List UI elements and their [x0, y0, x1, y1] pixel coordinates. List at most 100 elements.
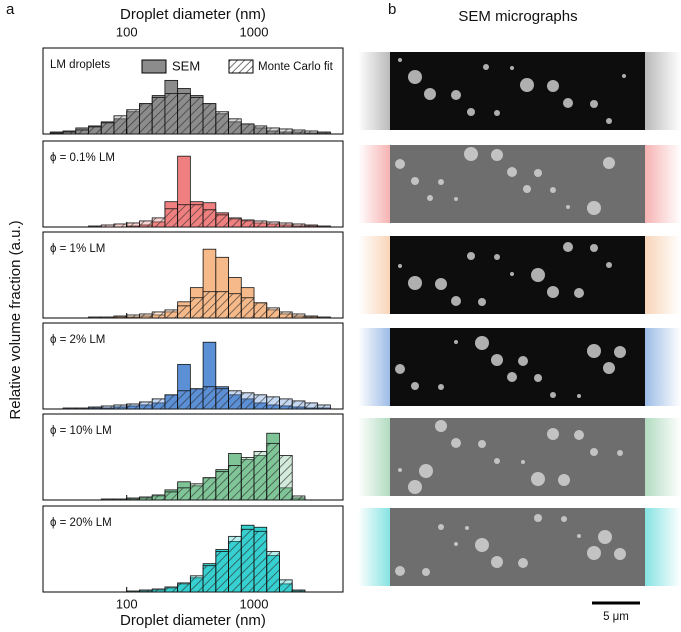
x-tick-label-top: 1000	[240, 24, 269, 39]
fit-bar	[164, 93, 179, 135]
fit-bar	[177, 582, 191, 593]
fit-bar	[164, 309, 179, 319]
panel-label: ϕ = 2% LM	[50, 334, 105, 346]
fit-bar	[139, 220, 153, 228]
fit-bar	[291, 400, 306, 410]
fit-bar	[317, 404, 331, 410]
particle	[518, 558, 528, 568]
fit-bar	[139, 313, 153, 319]
fit-bar	[113, 404, 128, 410]
particle	[603, 157, 615, 169]
fit-bar	[266, 396, 280, 410]
fit-bar	[177, 487, 191, 501]
particle	[483, 64, 489, 70]
fit-bar	[215, 471, 229, 501]
particle	[563, 98, 573, 108]
micrograph	[390, 145, 645, 223]
fit-bar	[253, 302, 268, 319]
particle	[398, 264, 402, 268]
fit-bar	[228, 293, 242, 319]
legend-label: SEM	[172, 58, 200, 73]
fit-bar	[100, 122, 115, 135]
fit-bar	[139, 589, 153, 593]
fit-bar	[228, 118, 242, 135]
particle	[590, 244, 598, 252]
fit-bar	[151, 494, 166, 501]
panel-label: LM droplets	[50, 59, 110, 71]
fit-bar	[100, 498, 115, 501]
image-band	[645, 418, 681, 496]
fit-bar	[100, 224, 115, 228]
fit-bar	[177, 204, 191, 228]
fit-bar	[202, 291, 217, 319]
particle	[454, 340, 458, 344]
fit-bar	[240, 297, 255, 319]
particle	[566, 205, 570, 209]
fit-bar	[189, 97, 204, 135]
fit-bar	[100, 316, 115, 319]
fit-bar	[75, 407, 89, 410]
particle	[598, 530, 612, 544]
particle	[606, 262, 612, 268]
fit-bar	[189, 297, 204, 319]
fit-bar	[100, 405, 115, 410]
particle	[590, 448, 598, 456]
fit-bar	[202, 103, 217, 135]
fit-bar	[215, 551, 229, 593]
fit-bar	[240, 392, 255, 410]
fit-bar	[164, 586, 179, 593]
x-axis-title: Droplet diameter (nm)	[120, 612, 266, 629]
fit-bar	[266, 221, 280, 228]
particle	[590, 100, 598, 108]
panel-label: a	[6, 1, 15, 18]
particle	[435, 420, 447, 432]
particle	[574, 430, 584, 440]
particle	[451, 438, 461, 448]
fit-bar	[49, 132, 64, 135]
particle	[550, 392, 556, 398]
fit-bar	[215, 214, 229, 228]
image-band	[358, 52, 390, 130]
particle	[550, 187, 556, 193]
particle	[398, 58, 402, 62]
fit-bar	[113, 498, 128, 501]
particle	[438, 384, 444, 390]
particle	[494, 254, 500, 260]
fit-bar	[266, 551, 280, 593]
particle	[563, 242, 573, 252]
x-tick-label: 100	[116, 596, 138, 611]
fit-bar	[291, 129, 306, 135]
particle	[438, 524, 444, 530]
fit-bar	[291, 313, 306, 319]
fit-bar	[126, 109, 140, 135]
particle	[603, 362, 615, 374]
particle	[408, 70, 422, 84]
particle	[614, 346, 626, 358]
particle	[451, 90, 461, 100]
fit-bar	[304, 402, 319, 410]
fit-bar	[164, 491, 179, 501]
fit-bar	[279, 128, 293, 135]
micrograph	[390, 508, 645, 586]
particle	[395, 364, 405, 374]
micrograph	[390, 236, 645, 314]
fit-bar	[202, 386, 217, 410]
legend-swatch	[228, 59, 254, 74]
fit-bar	[253, 125, 268, 135]
scale-bar-label: 5 μm	[603, 611, 629, 623]
y-axis-title: Relative volume fraction (a.u.)	[7, 220, 24, 419]
particle	[614, 548, 626, 560]
fit-bar	[177, 93, 191, 135]
image-band	[358, 508, 390, 586]
fit-bar	[113, 315, 128, 319]
fit-bar	[215, 388, 229, 410]
fit-bar	[88, 126, 102, 135]
fit-bar	[151, 217, 166, 228]
fit-bar	[240, 123, 255, 135]
image-band	[645, 236, 681, 314]
fit-bar	[151, 398, 166, 410]
particle	[494, 458, 500, 464]
fit-bar	[126, 497, 140, 501]
fit-bar	[228, 535, 242, 593]
